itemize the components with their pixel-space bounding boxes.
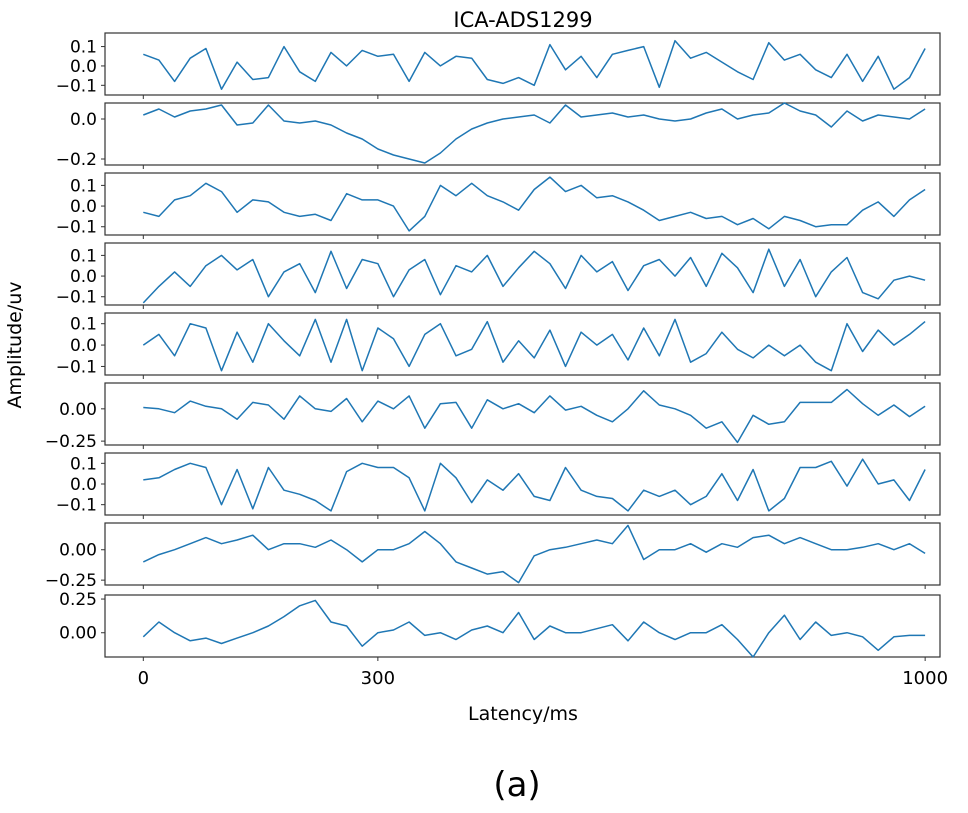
y-tick-label: −0.1: [56, 357, 97, 377]
subplot-component-2: 0.0 −0.2: [56, 102, 941, 170]
subplot-frame: [104, 242, 941, 306]
y-tick-label: −0.1: [56, 288, 97, 308]
chart-title: ICA-ADS1299: [453, 8, 592, 32]
subplot-frame: [104, 172, 941, 236]
x-axis-label: Latency/ms: [468, 703, 578, 725]
subplot-component-6: 0.00 −0.25: [45, 382, 941, 452]
figure-caption: (a): [493, 765, 540, 805]
y-tick-label: 0.00: [59, 624, 97, 644]
y-tick-label: 0.1: [70, 246, 97, 266]
subplot-component-8: 0.00 −0.25: [45, 522, 941, 591]
signal-line-component-6: [143, 388, 926, 444]
subplot-component-5: 0.10.0−0.1: [56, 312, 941, 379]
y-tick-label: 0.0: [70, 197, 97, 217]
y-tick-label: 0.0: [70, 267, 97, 287]
y-tick-label: 0.1: [70, 38, 97, 58]
x-tick-label: 300: [361, 668, 395, 689]
signal-line-component-7: [143, 458, 926, 512]
y-tick-label: 0.1: [70, 176, 97, 196]
signal-line-component-5: [142, 318, 926, 372]
y-axis-label: Amplitude/uv: [4, 281, 26, 408]
subplot-component-1: 0.10.0−0.1: [56, 32, 941, 99]
y-tick-label: −0.25: [45, 571, 97, 591]
subplot-frame: [104, 102, 941, 166]
x-tick-label: 0: [138, 668, 149, 689]
y-tick-label: −0.2: [56, 150, 97, 170]
subplot-component-3: 0.10.0−0.1: [56, 172, 941, 239]
y-tick-label: 0.00: [59, 541, 97, 561]
subplot-frame: [104, 594, 941, 658]
y-tick-label: 0.00: [59, 400, 97, 420]
y-tick-label: 0.1: [70, 454, 97, 474]
subplot-frame: [104, 32, 941, 96]
y-tick-label: 0.0: [70, 110, 97, 130]
subplot-component-4: 0.10.0−0.1: [56, 242, 941, 309]
y-tick-label: 0.0: [70, 57, 97, 77]
signal-line-component-2: [143, 102, 926, 164]
x-tick-label: 1000: [902, 668, 948, 689]
y-tick-label: −0.1: [56, 218, 97, 238]
subplot-component-7: 0.10.0−0.1: [56, 452, 941, 519]
subplot-frame: [104, 522, 941, 586]
y-tick-label: 0.0: [70, 336, 97, 356]
y-tick-label: 0.25: [59, 590, 97, 610]
subplot-component-9: 0.25 0.00: [59, 590, 941, 661]
signal-line-component-8: [142, 524, 926, 584]
y-tick-label: 0.0: [70, 475, 97, 495]
y-tick-label: −0.25: [45, 432, 97, 452]
subplot-frame: [104, 312, 941, 376]
y-tick-label: 0.1: [70, 315, 97, 335]
signal-line-component-1: [143, 39, 926, 90]
signal-line-component-9: [142, 599, 926, 658]
subplot-frame: [104, 382, 941, 446]
y-tick-label: −0.1: [56, 76, 97, 96]
signal-line-component-3: [143, 176, 926, 232]
y-tick-label: −0.1: [56, 496, 97, 516]
signal-line-component-4: [142, 248, 926, 304]
